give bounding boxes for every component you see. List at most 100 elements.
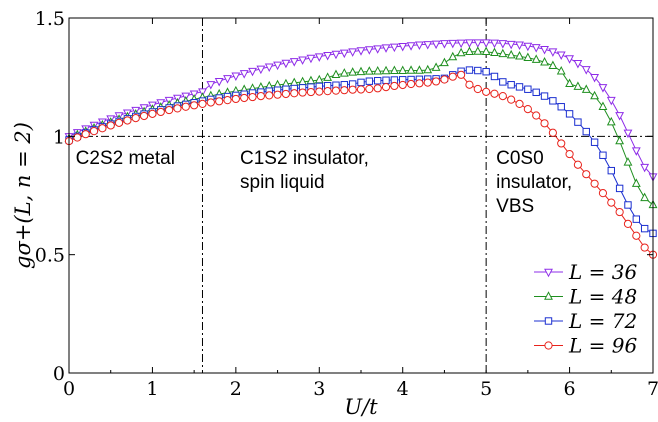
data-point	[573, 160, 583, 169]
data-point	[214, 77, 224, 87]
data-point	[598, 189, 608, 198]
data-point	[590, 179, 599, 188]
data-point	[573, 60, 583, 69]
data-point	[331, 86, 341, 95]
data-point	[507, 95, 516, 104]
data-point	[623, 219, 633, 228]
region-annotation-0: C2S2 metal	[76, 148, 175, 169]
legend-label: L = 72	[568, 309, 637, 333]
data-point	[640, 243, 649, 252]
data-point	[465, 80, 474, 89]
data-point	[565, 149, 574, 159]
data-point	[456, 39, 466, 49]
data-point	[632, 215, 641, 223]
data-point	[590, 73, 600, 83]
data-point	[606, 96, 616, 106]
data-point	[490, 47, 499, 56]
data-point	[549, 97, 557, 105]
data-point	[556, 65, 566, 75]
data-point	[298, 88, 307, 97]
data-point	[398, 80, 407, 90]
data-point	[582, 170, 591, 179]
data-point	[131, 114, 140, 123]
y-tick-label: 1.5	[35, 8, 65, 30]
data-point	[373, 77, 382, 85]
data-point	[540, 46, 549, 55]
data-point	[331, 69, 341, 78]
data-point	[423, 64, 433, 74]
x-tick-label: 5	[480, 378, 492, 400]
data-point	[314, 53, 324, 62]
legend-marker	[544, 341, 553, 350]
data-point	[607, 198, 616, 207]
data-point	[531, 54, 541, 63]
data-point	[398, 42, 408, 52]
data-point	[364, 66, 374, 75]
data-point	[323, 51, 333, 61]
data-point	[448, 51, 458, 61]
data-point	[523, 105, 532, 114]
data-point	[81, 130, 90, 139]
marker-layer	[64, 39, 658, 259]
data-point	[440, 75, 449, 84]
data-point	[315, 87, 324, 96]
data-point	[381, 44, 391, 53]
data-point	[381, 65, 391, 75]
y-tick-label: 0.5	[35, 245, 65, 267]
data-point	[540, 56, 549, 66]
data-point	[356, 66, 366, 76]
legend-label: L = 36	[568, 260, 637, 284]
data-point	[415, 79, 424, 88]
data-point	[465, 46, 474, 56]
y-tick-label: 0	[53, 363, 65, 385]
data-point	[548, 60, 558, 70]
data-point	[556, 51, 566, 60]
data-point	[165, 105, 174, 115]
data-point	[606, 116, 616, 126]
data-point	[306, 87, 316, 97]
data-point	[281, 59, 291, 69]
data-point	[431, 77, 441, 86]
data-point	[240, 93, 249, 103]
data-point	[381, 83, 391, 92]
data-point	[532, 88, 540, 97]
data-point	[356, 47, 366, 56]
data-point	[323, 72, 333, 81]
x-tick-label: 2	[230, 378, 242, 400]
data-point	[523, 42, 533, 52]
data-point	[198, 99, 207, 109]
data-point	[231, 72, 241, 82]
data-point	[290, 89, 299, 98]
data-point	[524, 85, 532, 93]
data-point	[306, 54, 316, 64]
data-point	[615, 112, 625, 121]
y-tick-label: 1	[53, 126, 65, 148]
legend-label: L = 96	[568, 334, 637, 358]
data-point	[456, 47, 466, 57]
data-point	[623, 157, 633, 166]
data-point	[615, 135, 625, 145]
data-point	[256, 92, 265, 101]
data-point	[389, 43, 399, 53]
data-point	[557, 139, 566, 148]
data-point	[148, 109, 157, 118]
data-point	[515, 41, 524, 51]
data-point	[590, 90, 600, 100]
data-point	[373, 65, 383, 75]
data-point	[357, 78, 365, 87]
data-point	[574, 118, 582, 126]
data-point	[640, 163, 650, 173]
data-point	[340, 86, 349, 95]
data-point	[173, 104, 182, 113]
data-point	[440, 57, 449, 67]
region-annotation-1: spin liquid	[240, 172, 325, 193]
data-point	[582, 127, 590, 136]
ticks-layer: 0 1 2 3 4 5 6 7 0 0.5 1 1.5	[35, 8, 658, 400]
data-point	[540, 119, 549, 128]
data-point	[231, 94, 240, 104]
data-point	[515, 83, 524, 91]
data-point	[114, 118, 124, 127]
data-point	[482, 68, 490, 76]
data-point	[123, 116, 132, 125]
data-point	[631, 178, 641, 187]
